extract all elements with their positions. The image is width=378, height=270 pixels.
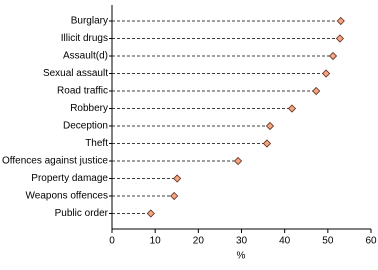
x-tick-label: 50 — [322, 236, 334, 247]
x-tick-label: 10 — [150, 236, 162, 247]
y-tick-label: Robbery — [70, 103, 108, 114]
dot-marker — [322, 69, 331, 78]
y-tick-label: Assault(d) — [63, 51, 108, 62]
dot-marker — [287, 104, 297, 113]
dot-marker — [312, 86, 321, 96]
dot-marker — [265, 121, 275, 131]
dot-marker — [336, 16, 345, 26]
dot-marker — [170, 191, 179, 201]
dot-marker — [335, 34, 344, 43]
x-tick-label: 0 — [109, 236, 115, 247]
y-tick-label: Sexual assault — [43, 68, 108, 79]
x-tick-label: 20 — [193, 236, 205, 247]
y-tick-label: Public order — [55, 208, 109, 219]
dot-marker — [328, 51, 338, 61]
y-tick-label: Property damage — [31, 173, 108, 184]
x-axis-label: % — [237, 251, 246, 262]
y-tick-label: Deception — [63, 121, 108, 132]
x-tick-label: 30 — [236, 236, 248, 247]
x-tick-label: 60 — [365, 236, 377, 247]
y-tick-label: Weapons offences — [26, 191, 108, 202]
x-tick-label: 40 — [279, 236, 291, 247]
dot-marker — [173, 174, 182, 183]
y-tick-label: Theft — [85, 138, 108, 149]
dot-marker — [233, 156, 243, 166]
dot-marker — [262, 139, 272, 148]
y-tick-label: Offences against justice — [2, 156, 108, 167]
y-tick-label: Illicit drugs — [61, 33, 108, 44]
y-tick-label: Road traffic — [57, 86, 108, 97]
dot-marker — [146, 209, 155, 218]
y-tick-label: Burglary — [71, 16, 108, 27]
